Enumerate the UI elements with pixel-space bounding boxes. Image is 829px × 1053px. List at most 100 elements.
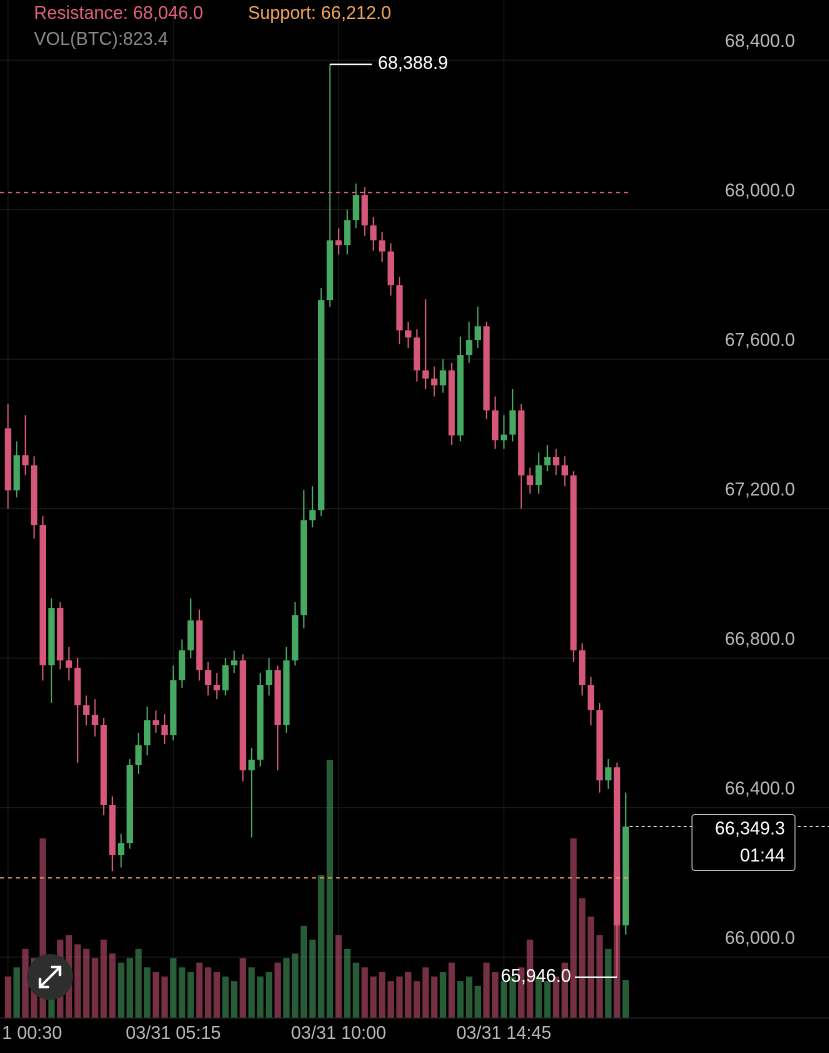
candle-body	[135, 745, 142, 765]
candle-body	[387, 251, 394, 286]
candle-body	[4, 428, 12, 491]
candle-body	[91, 714, 99, 726]
volume-bar	[274, 962, 281, 1018]
volume-bar	[213, 971, 220, 1018]
volume-bar	[187, 971, 194, 1018]
candle-body	[65, 660, 73, 668]
candle-body	[222, 665, 229, 691]
candle-body	[483, 326, 490, 411]
candle-body	[518, 410, 525, 476]
volume-bar	[83, 948, 90, 1018]
last-price-label: 66,349.3	[715, 818, 785, 838]
candle-body	[126, 764, 133, 844]
volume-bar	[161, 976, 168, 1018]
y-tick-label: 66,400.0	[725, 778, 795, 798]
volume-bar	[387, 981, 394, 1018]
volume-bar	[300, 925, 307, 1018]
y-tick-label: 68,400.0	[725, 31, 795, 51]
candle-body	[300, 520, 307, 616]
x-tick-label: 03/31 05:15	[126, 1023, 221, 1043]
volume-bar	[605, 948, 612, 1018]
volume-bar	[439, 971, 447, 1018]
countdown-label: 01:44	[740, 845, 785, 865]
candle-body	[22, 455, 29, 466]
candle-body	[500, 434, 508, 441]
volume-bar	[178, 967, 186, 1018]
volume-bar	[518, 967, 525, 1018]
candle-body	[161, 725, 168, 736]
candle-body	[570, 475, 577, 651]
volume-bar	[335, 935, 342, 1018]
volume-bar	[291, 953, 299, 1018]
min-marker-label: 65,946.0	[501, 966, 571, 986]
candle-body	[117, 843, 125, 856]
volume-bar	[222, 976, 229, 1018]
volume-bar	[283, 958, 290, 1018]
candle-body	[535, 465, 542, 486]
x-tick-label: 1 00:30	[2, 1023, 62, 1043]
volume-bar	[431, 976, 438, 1018]
volume-bar	[257, 976, 264, 1018]
x-tick-label: 03/31 14:45	[456, 1023, 551, 1043]
volume-bar	[579, 898, 586, 1018]
volume-bar	[135, 948, 142, 1018]
candle-body	[509, 410, 516, 435]
candle-body	[552, 457, 560, 466]
candle-body	[457, 355, 464, 436]
candle-body	[39, 525, 46, 666]
volume-bar	[248, 967, 255, 1018]
expand-icon[interactable]	[38, 965, 62, 989]
volume-bar	[109, 953, 116, 1018]
volume-bar	[535, 976, 542, 1018]
volume-bar	[344, 948, 351, 1018]
volume-bar	[457, 981, 464, 1018]
candle-body	[170, 680, 177, 736]
candle-body	[196, 620, 203, 671]
volume-bar	[265, 971, 273, 1018]
volume-bar	[22, 948, 29, 1018]
candle-body	[178, 650, 186, 681]
candle-body	[291, 615, 299, 661]
volume-bar	[152, 971, 160, 1018]
volume-bar	[509, 976, 516, 1018]
candle-body	[265, 670, 273, 686]
candle-body	[257, 685, 264, 760]
overlay: 68,400.0 68,000.0 67,600.0 67,200.0 66,800.0…	[0, 31, 829, 1043]
candle-body	[274, 670, 281, 726]
candle-body	[318, 300, 325, 511]
candle-body	[587, 685, 595, 711]
candles	[4, 64, 629, 978]
candle-body	[283, 660, 290, 726]
candle-body	[544, 457, 551, 466]
volume-bar	[361, 967, 368, 1018]
resistance-label: Resistance: 68,046.0	[34, 3, 203, 23]
volume-bar	[552, 976, 560, 1018]
candle-body	[326, 240, 334, 301]
volume-bar	[117, 962, 125, 1018]
volume-bar	[309, 939, 316, 1018]
volume-bar	[318, 875, 325, 1018]
volume-bar	[405, 971, 412, 1018]
candle-body	[30, 465, 38, 526]
candle-body	[474, 326, 481, 341]
candle-body	[231, 660, 238, 666]
candle-body	[622, 826, 629, 926]
candle-body	[335, 240, 342, 246]
candle-body	[579, 650, 586, 686]
volume-bar	[74, 944, 81, 1018]
last-price-box	[691, 814, 796, 872]
candle-body	[152, 720, 160, 726]
max-marker-label: 68,388.9	[378, 53, 448, 73]
candle-body	[57, 608, 64, 661]
candle-body	[204, 670, 212, 686]
candle-body	[352, 195, 360, 221]
volume-bar	[239, 958, 247, 1018]
volume-bar	[570, 838, 577, 1018]
expand-button[interactable]	[27, 954, 73, 1000]
volume-bar	[144, 967, 151, 1018]
candle-body	[187, 620, 194, 651]
volume-bar	[422, 967, 429, 1018]
